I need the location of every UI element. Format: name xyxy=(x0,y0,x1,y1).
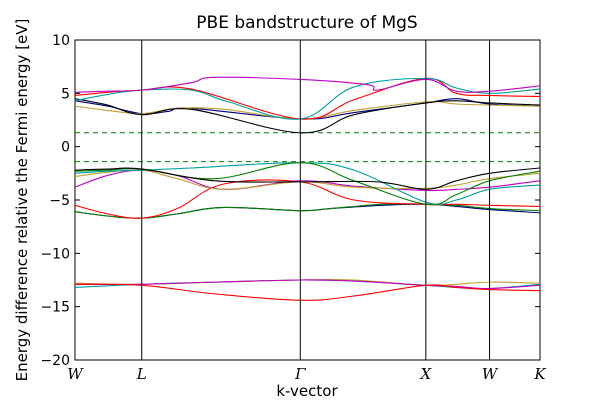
y-tick-label-6: −20 xyxy=(40,353,70,369)
y-tick-label-3: −5 xyxy=(49,193,70,209)
band-line-13 xyxy=(74,76,541,93)
x-tick-label-0: W xyxy=(67,365,84,383)
y-tick-label-5: −15 xyxy=(40,300,70,316)
x-tick-label-5: K xyxy=(533,365,546,383)
y-tick-label-0: 10 xyxy=(52,33,70,49)
band-line-9 xyxy=(74,101,541,120)
band-line-10 xyxy=(74,98,541,134)
kpoint-lines xyxy=(141,40,491,360)
chart-title: PBE bandstructure of MgS xyxy=(196,13,417,33)
band-line-4 xyxy=(74,169,541,190)
y-tick-label-2: 0 xyxy=(61,140,70,156)
band-line-16 xyxy=(74,279,541,290)
y-tick-label-4: −10 xyxy=(40,246,70,262)
x-tick-label-2: Γ xyxy=(294,365,306,383)
band-line-3 xyxy=(74,169,541,192)
x-tick-label-4: W xyxy=(482,365,499,383)
band-line-5 xyxy=(74,162,541,205)
x-tick-label-3: X xyxy=(419,365,432,383)
band-line-1 xyxy=(74,203,541,219)
y-tick-label-1: 5 xyxy=(61,86,70,102)
band-line-2 xyxy=(74,179,541,219)
band-line-17 xyxy=(74,283,541,301)
plot-frame xyxy=(74,39,541,361)
y-axis-ticks: 10 5 0 −5 −10 −15 −20 xyxy=(40,33,540,369)
band-line-7 xyxy=(74,167,541,190)
x-tick-label-1: L xyxy=(136,365,147,383)
x-axis-label: k-vector xyxy=(276,382,338,400)
band-lines xyxy=(74,76,541,301)
fermi-reference-lines xyxy=(75,132,540,163)
y-axis-label: Energy difference relative the Fermi ene… xyxy=(13,19,31,382)
